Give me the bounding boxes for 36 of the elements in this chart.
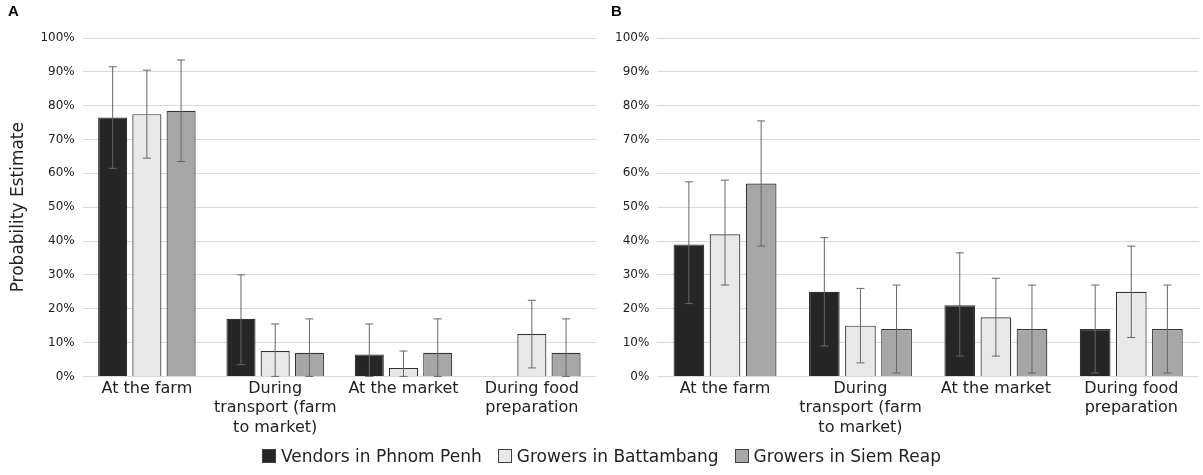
- y-tick-label: 40%: [622, 233, 650, 248]
- y-tick-label: 60%: [48, 165, 75, 180]
- x-tick-label: At the market: [940, 378, 1051, 398]
- y-tick-label: 0%: [55, 368, 75, 383]
- x-tick-label: At the farm: [679, 378, 771, 398]
- x-tick-label: During food preparation: [484, 378, 579, 417]
- legend-label: Growers in Battambang: [515, 446, 719, 466]
- y-tick-label: 100%: [614, 30, 650, 45]
- y-tick-label: 90%: [622, 63, 650, 78]
- y-tick-label: 0%: [630, 368, 650, 383]
- y-tick-label: 10%: [48, 334, 75, 349]
- y-tick-label: 100%: [40, 30, 75, 45]
- y-tick-label: 60%: [622, 165, 650, 180]
- y-tick-label: 30%: [622, 267, 650, 282]
- x-tick-label: At the market: [348, 378, 459, 398]
- y-tick-label: 70%: [622, 131, 650, 146]
- y-tick-label: 10%: [622, 334, 650, 349]
- y-tick-label: 80%: [48, 97, 75, 112]
- y-tick-label: 50%: [622, 199, 650, 214]
- legend-label: Vendors in Phnom Penh: [280, 446, 482, 466]
- x-tick-label: At the farm: [101, 378, 193, 398]
- y-tick-label: 80%: [622, 97, 650, 112]
- y-tick-label: 30%: [48, 267, 75, 282]
- x-tick-label: During food preparation: [1084, 378, 1179, 417]
- chart-title: A: [8, 2, 19, 19]
- x-tick-label: During transport (farm to market): [213, 378, 337, 436]
- y-tick-label: 40%: [48, 233, 75, 248]
- y-tick-label: 90%: [48, 63, 75, 78]
- x-tick-label: During transport (farm to market): [799, 378, 922, 436]
- y-tick-label: 50%: [48, 199, 75, 214]
- chart-title: B: [611, 2, 622, 19]
- legend-label: Growers in Siem Reap: [752, 446, 941, 466]
- y-tick-label: 70%: [48, 131, 75, 146]
- y-tick-label: 20%: [48, 300, 75, 315]
- y-tick-label: 20%: [622, 300, 650, 315]
- y-axis-title: Probability Estimate: [6, 122, 27, 293]
